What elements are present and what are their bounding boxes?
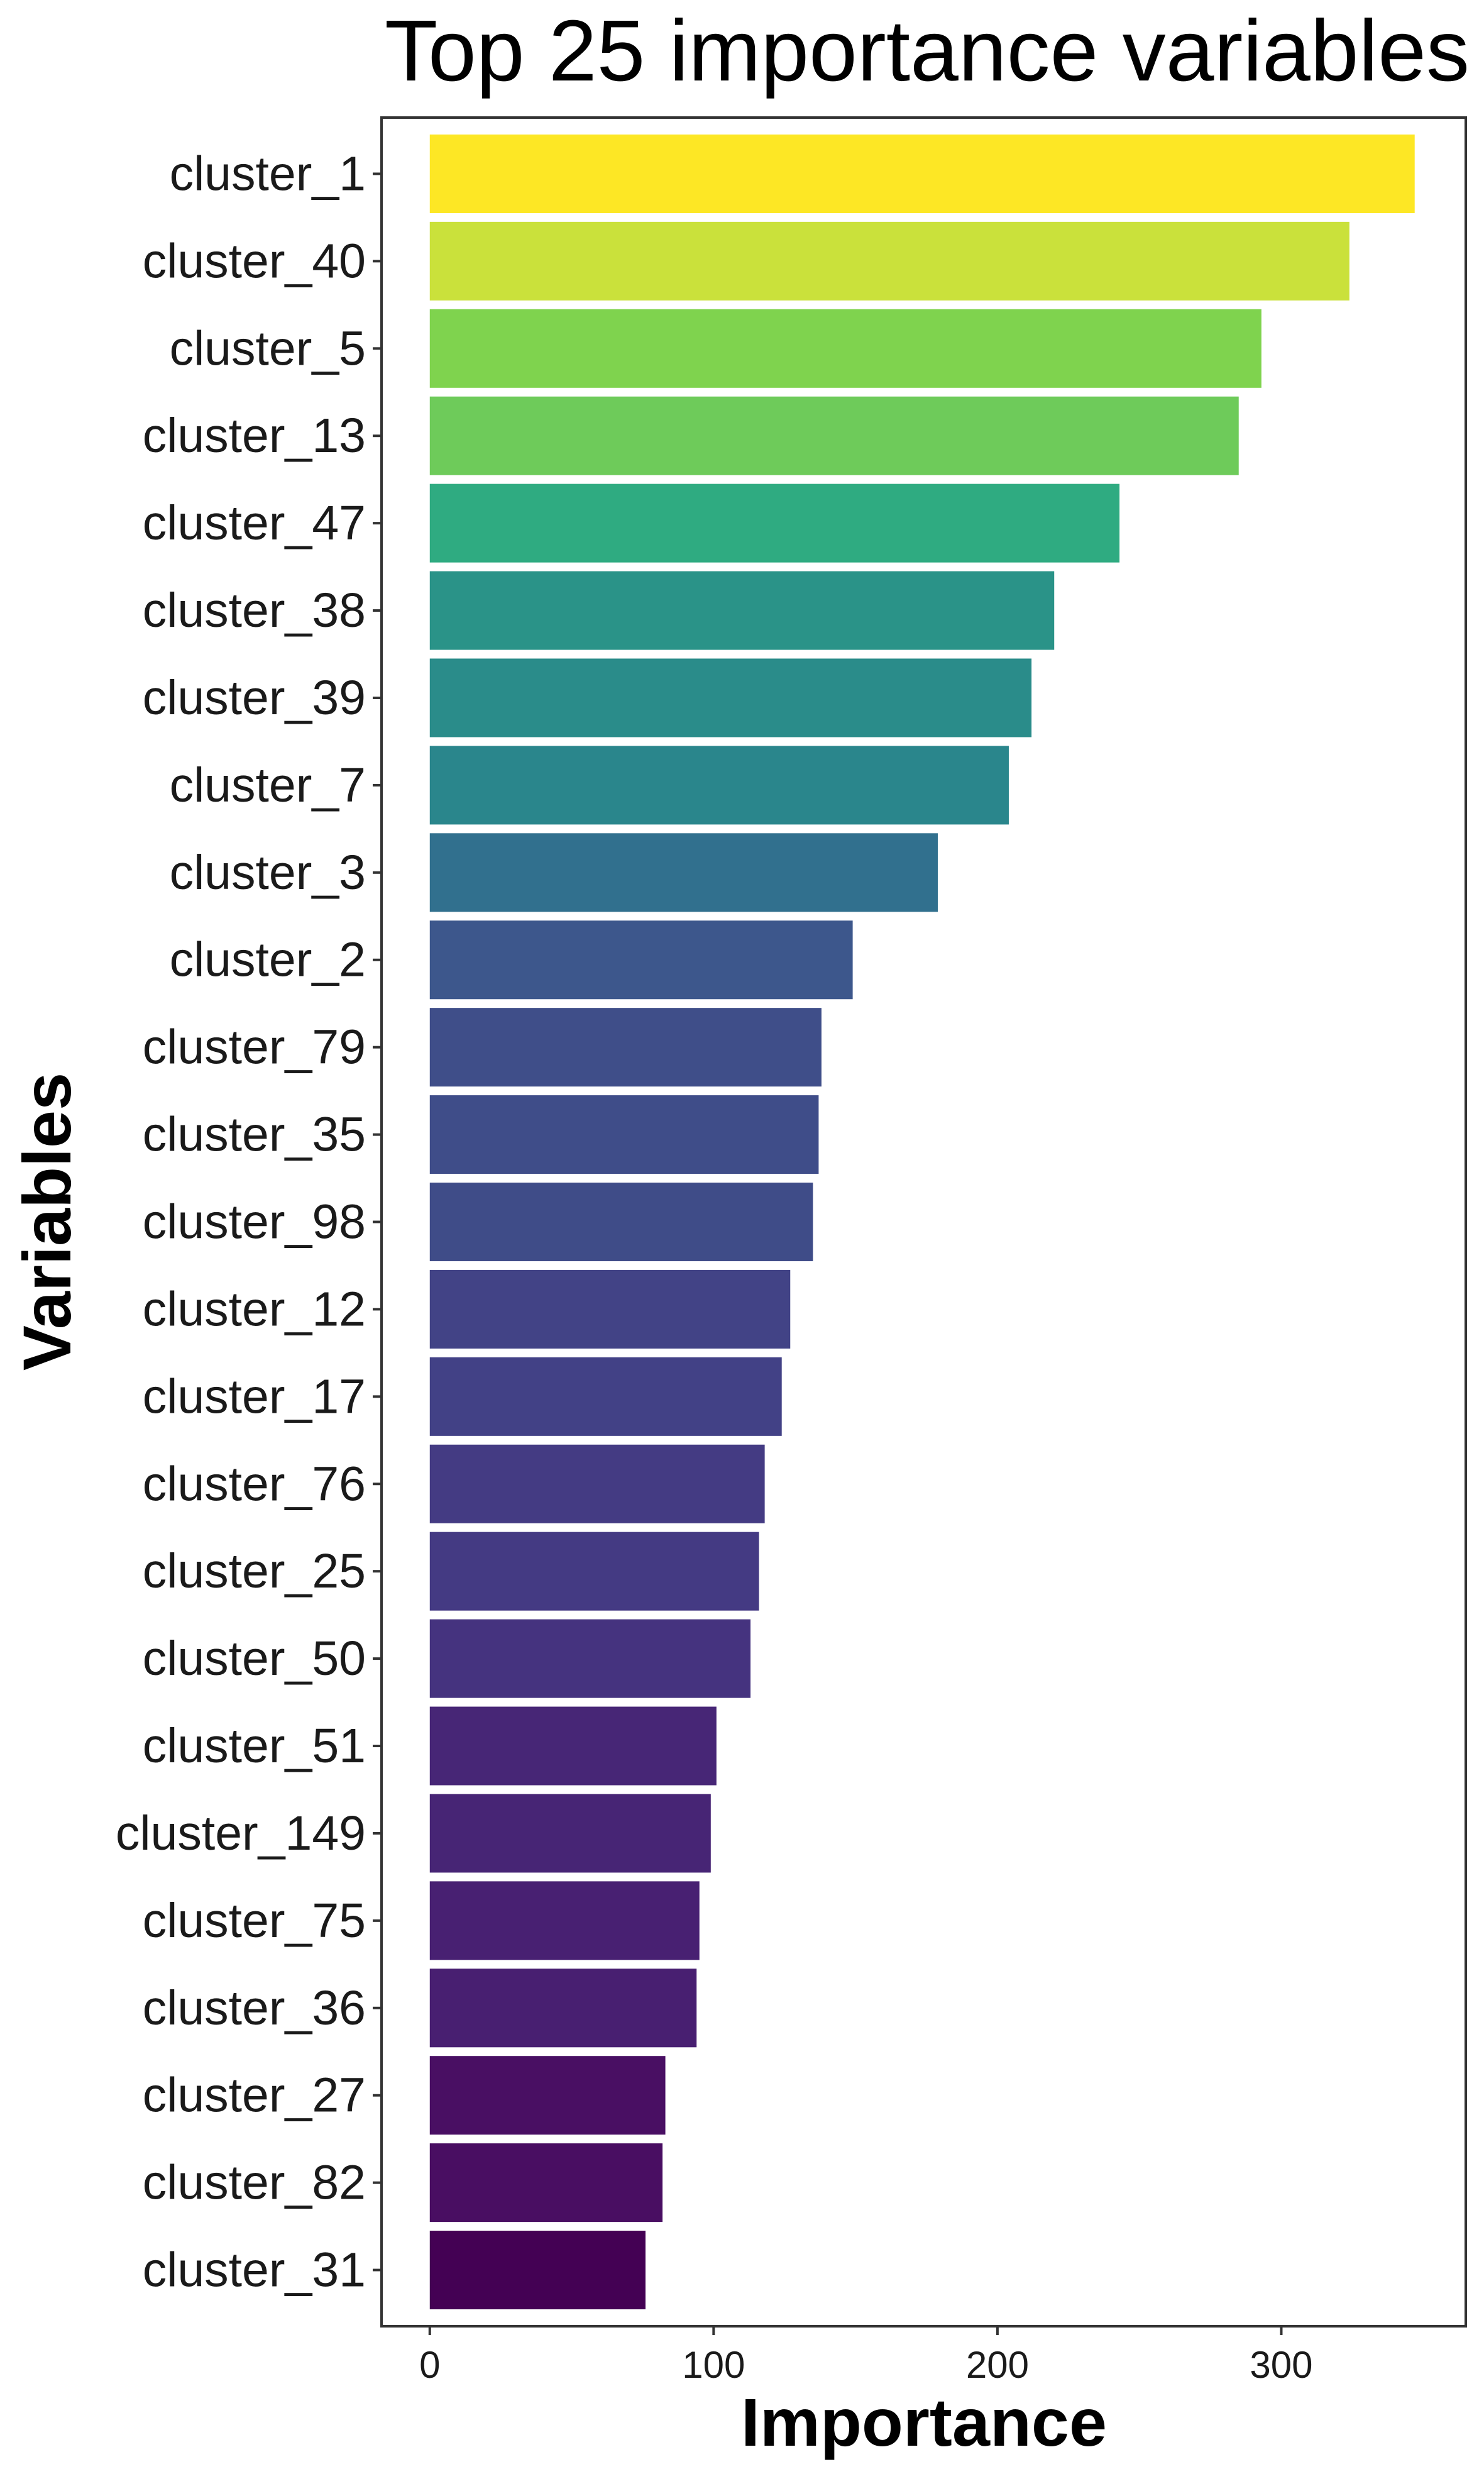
x-axis-ticks: 0 100 200 300 — [419, 2326, 1313, 2386]
bar-cluster-25 — [429, 1532, 759, 1611]
y-tick-label: cluster_1 — [170, 146, 366, 201]
x-tick-label: 300 — [1250, 2344, 1312, 2386]
bar-cluster-98 — [429, 1182, 813, 1262]
y-tick-label: cluster_25 — [143, 1544, 366, 1598]
x-tick-label: 0 — [419, 2344, 440, 2386]
y-tick-label: cluster_27 — [143, 2068, 366, 2123]
y-tick-label: cluster_75 — [143, 1894, 366, 1948]
y-tick-label: cluster_39 — [143, 671, 366, 725]
y-tick-label: cluster_5 — [170, 321, 366, 375]
bar-cluster-17 — [429, 1357, 782, 1436]
y-tick-label: cluster_31 — [143, 2243, 366, 2297]
bars-layer — [429, 134, 1415, 2310]
y-tick-label: cluster_2 — [170, 933, 366, 987]
y-tick-label: cluster_7 — [170, 758, 366, 812]
y-axis-title: Variables — [9, 1073, 85, 1371]
bar-cluster-31 — [429, 2231, 646, 2310]
y-tick-label: cluster_149 — [116, 1806, 366, 1860]
bar-cluster-3 — [429, 833, 938, 912]
bar-cluster-40 — [429, 221, 1349, 301]
y-tick-label: cluster_76 — [143, 1457, 366, 1511]
bar-cluster-7 — [429, 746, 1009, 825]
bar-cluster-27 — [429, 2056, 666, 2135]
bar-cluster-82 — [429, 2143, 663, 2223]
y-tick-label: cluster_3 — [170, 846, 366, 900]
bar-cluster-47 — [429, 483, 1120, 563]
x-tick-label: 100 — [682, 2344, 745, 2386]
y-tick-label: cluster_50 — [143, 1632, 366, 1686]
y-tick-label: cluster_51 — [143, 1719, 366, 1773]
bar-cluster-75 — [429, 1881, 700, 1960]
bar-cluster-79 — [429, 1008, 822, 1087]
y-axis-ticks: cluster_1 cluster_40 cluster_5 cluster_13cl… — [116, 146, 382, 2297]
chart-title: Top 25 importance variables — [385, 3, 1470, 99]
bar-cluster-51 — [429, 1706, 717, 1786]
y-tick-label: cluster_79 — [143, 1020, 366, 1074]
y-tick-label: cluster_47 — [143, 496, 366, 550]
bar-cluster-2 — [429, 920, 853, 1000]
bar-cluster-149 — [429, 1794, 711, 1873]
y-tick-label: cluster_36 — [143, 1981, 366, 2035]
y-tick-label: cluster_38 — [143, 583, 366, 638]
bar-cluster-12 — [429, 1269, 791, 1349]
bar-cluster-38 — [429, 571, 1055, 650]
plot-panel-border — [380, 116, 1467, 2328]
y-tick-label: cluster_17 — [143, 1369, 366, 1423]
y-tick-label: cluster_40 — [143, 234, 366, 288]
bar-cluster-76 — [429, 1444, 765, 1523]
x-axis-title: Importance — [741, 2384, 1107, 2460]
y-tick-label: cluster_13 — [143, 409, 366, 463]
bar-cluster-50 — [429, 1619, 751, 1698]
bar-cluster-39 — [429, 658, 1032, 737]
y-tick-label: cluster_82 — [143, 2156, 366, 2210]
bar-cluster-13 — [429, 396, 1239, 475]
x-tick-label: 200 — [966, 2344, 1029, 2386]
bar-cluster-5 — [429, 309, 1261, 388]
bar-cluster-36 — [429, 1969, 697, 2048]
y-tick-label: cluster_12 — [143, 1282, 366, 1336]
bar-cluster-35 — [429, 1095, 819, 1174]
y-tick-label: cluster_98 — [143, 1195, 366, 1249]
y-tick-label: cluster_35 — [143, 1108, 366, 1162]
bar-cluster-1 — [429, 134, 1415, 213]
